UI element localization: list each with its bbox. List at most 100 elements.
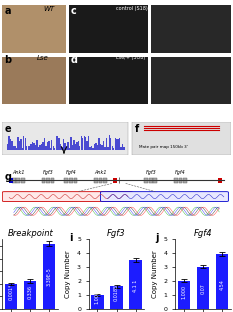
Title: Fgf4: Fgf4: [194, 229, 212, 238]
FancyBboxPatch shape: [100, 144, 101, 150]
Y-axis label: Copy Number: Copy Number: [152, 250, 158, 298]
Text: a: a: [5, 6, 11, 16]
FancyBboxPatch shape: [116, 139, 117, 150]
Text: 0.0185: 0.0185: [114, 284, 119, 301]
FancyBboxPatch shape: [54, 148, 55, 150]
FancyBboxPatch shape: [76, 142, 78, 150]
FancyBboxPatch shape: [64, 143, 66, 150]
FancyBboxPatch shape: [69, 148, 70, 150]
FancyBboxPatch shape: [38, 147, 39, 150]
FancyBboxPatch shape: [35, 144, 36, 150]
FancyBboxPatch shape: [20, 139, 21, 150]
Bar: [24, 281, 36, 309]
FancyBboxPatch shape: [85, 137, 86, 150]
FancyBboxPatch shape: [8, 136, 10, 150]
Text: 4.54: 4.54: [219, 279, 224, 290]
FancyBboxPatch shape: [46, 178, 50, 183]
FancyBboxPatch shape: [2, 57, 66, 104]
FancyBboxPatch shape: [100, 192, 228, 202]
FancyBboxPatch shape: [50, 148, 51, 150]
FancyBboxPatch shape: [21, 178, 25, 183]
Text: WT: WT: [43, 6, 55, 12]
FancyBboxPatch shape: [42, 143, 44, 150]
FancyBboxPatch shape: [69, 178, 73, 183]
FancyBboxPatch shape: [67, 142, 69, 150]
FancyBboxPatch shape: [95, 143, 97, 150]
FancyBboxPatch shape: [123, 147, 125, 150]
Text: g: g: [5, 172, 12, 182]
FancyBboxPatch shape: [27, 146, 29, 150]
FancyBboxPatch shape: [107, 148, 109, 150]
FancyBboxPatch shape: [109, 135, 110, 150]
FancyBboxPatch shape: [31, 144, 32, 150]
Text: Ank1: Ank1: [12, 170, 24, 175]
FancyBboxPatch shape: [99, 178, 102, 183]
FancyBboxPatch shape: [36, 140, 38, 150]
FancyBboxPatch shape: [179, 178, 182, 183]
Text: f: f: [135, 124, 139, 134]
FancyBboxPatch shape: [93, 148, 94, 150]
FancyBboxPatch shape: [17, 137, 19, 150]
FancyBboxPatch shape: [119, 138, 120, 150]
Text: 1.000: 1.000: [95, 290, 100, 304]
FancyBboxPatch shape: [112, 146, 113, 150]
FancyBboxPatch shape: [11, 141, 13, 150]
FancyBboxPatch shape: [101, 145, 103, 150]
FancyBboxPatch shape: [104, 147, 106, 150]
FancyBboxPatch shape: [17, 178, 20, 183]
FancyBboxPatch shape: [117, 139, 119, 150]
Text: control (S18): control (S18): [116, 6, 148, 11]
FancyBboxPatch shape: [174, 178, 178, 183]
FancyBboxPatch shape: [48, 141, 50, 150]
FancyBboxPatch shape: [2, 122, 128, 155]
Text: i: i: [69, 233, 73, 243]
FancyBboxPatch shape: [51, 178, 54, 183]
FancyBboxPatch shape: [16, 148, 17, 150]
Text: Mate pair map 150kb 3': Mate pair map 150kb 3': [139, 145, 188, 149]
FancyBboxPatch shape: [113, 148, 114, 150]
FancyBboxPatch shape: [60, 144, 61, 150]
Text: j: j: [155, 233, 159, 243]
Text: 3.39E-5: 3.39E-5: [47, 267, 52, 286]
FancyBboxPatch shape: [45, 146, 47, 150]
FancyBboxPatch shape: [39, 144, 41, 150]
FancyBboxPatch shape: [218, 178, 222, 183]
FancyBboxPatch shape: [114, 138, 116, 150]
FancyBboxPatch shape: [58, 138, 60, 150]
FancyBboxPatch shape: [7, 144, 8, 150]
FancyBboxPatch shape: [89, 147, 91, 150]
FancyBboxPatch shape: [9, 178, 13, 183]
Bar: [43, 244, 55, 309]
Bar: [110, 286, 123, 309]
FancyBboxPatch shape: [144, 178, 148, 183]
FancyBboxPatch shape: [94, 144, 95, 150]
Text: Lse/+ (3O8): Lse/+ (3O8): [116, 55, 146, 60]
FancyBboxPatch shape: [74, 178, 77, 183]
Text: e: e: [5, 124, 11, 134]
FancyBboxPatch shape: [26, 146, 27, 150]
FancyBboxPatch shape: [106, 138, 107, 150]
FancyBboxPatch shape: [44, 138, 45, 150]
Title: Breakpoint: Breakpoint: [7, 229, 53, 238]
FancyBboxPatch shape: [84, 136, 85, 150]
Bar: [91, 295, 104, 309]
FancyBboxPatch shape: [94, 178, 98, 183]
FancyBboxPatch shape: [29, 146, 30, 150]
FancyBboxPatch shape: [82, 138, 83, 150]
Text: Fgf3: Fgf3: [43, 170, 53, 175]
FancyBboxPatch shape: [103, 141, 104, 150]
Text: b: b: [5, 55, 12, 65]
Text: c: c: [71, 6, 77, 16]
FancyBboxPatch shape: [22, 148, 23, 150]
FancyBboxPatch shape: [91, 146, 92, 150]
FancyBboxPatch shape: [47, 142, 48, 150]
Bar: [5, 284, 17, 309]
FancyBboxPatch shape: [183, 178, 187, 183]
Text: 1.000: 1.000: [181, 285, 186, 299]
FancyBboxPatch shape: [23, 136, 24, 150]
FancyBboxPatch shape: [53, 146, 54, 150]
FancyBboxPatch shape: [81, 136, 82, 150]
FancyBboxPatch shape: [88, 136, 89, 150]
FancyBboxPatch shape: [69, 57, 148, 104]
Title: Fgf3: Fgf3: [107, 229, 126, 238]
